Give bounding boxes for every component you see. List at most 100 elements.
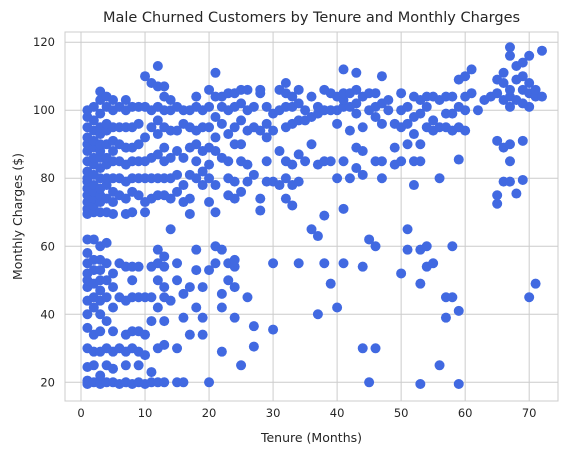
data-point <box>524 292 535 303</box>
data-point <box>133 261 144 272</box>
data-point <box>101 275 112 286</box>
data-point <box>332 173 343 184</box>
data-point <box>229 312 240 323</box>
data-point <box>127 275 138 286</box>
data-point <box>178 152 189 163</box>
x-tick-label: 30 <box>266 406 281 420</box>
data-point <box>376 173 387 184</box>
data-point <box>325 278 336 289</box>
data-point <box>140 207 151 218</box>
data-point <box>447 91 458 102</box>
data-point <box>223 156 234 167</box>
data-point <box>402 101 413 112</box>
data-point <box>268 324 279 335</box>
data-point <box>428 258 439 269</box>
data-point <box>460 105 471 116</box>
data-point <box>165 152 176 163</box>
data-point <box>197 180 208 191</box>
data-point <box>306 139 317 150</box>
data-point <box>191 156 202 167</box>
data-point <box>223 275 234 286</box>
data-point <box>460 71 471 82</box>
data-point <box>152 275 163 286</box>
data-point <box>210 67 221 78</box>
data-point <box>504 176 515 187</box>
data-point <box>191 139 202 150</box>
data-point <box>530 84 541 95</box>
data-point <box>95 285 106 296</box>
data-point <box>210 207 221 218</box>
data-point <box>178 377 189 388</box>
data-point <box>165 295 176 306</box>
data-point <box>344 173 355 184</box>
data-point <box>172 146 183 157</box>
data-point <box>428 115 439 126</box>
data-point <box>120 193 131 204</box>
data-point <box>402 139 413 150</box>
data-point <box>108 302 119 313</box>
data-point <box>159 142 170 153</box>
data-point <box>229 254 240 265</box>
data-point <box>504 101 515 112</box>
data-point <box>210 258 221 269</box>
data-point <box>312 309 323 320</box>
data-point <box>396 156 407 167</box>
data-point <box>300 156 311 167</box>
data-point <box>204 173 215 184</box>
data-point <box>338 258 349 269</box>
data-point <box>415 378 426 389</box>
data-point <box>184 193 195 204</box>
data-point <box>101 316 112 327</box>
data-point <box>108 146 119 157</box>
data-point <box>396 268 407 279</box>
data-point <box>165 95 176 106</box>
data-point <box>216 244 227 255</box>
data-point <box>197 329 208 340</box>
data-point <box>293 176 304 187</box>
data-point <box>504 84 515 95</box>
data-point <box>504 42 515 53</box>
x-tick-label: 40 <box>330 406 345 420</box>
data-point <box>376 156 387 167</box>
data-point <box>357 343 368 354</box>
data-point <box>447 108 458 119</box>
data-point <box>152 302 163 313</box>
data-point <box>108 197 119 208</box>
data-point <box>248 101 259 112</box>
data-points <box>82 42 547 389</box>
data-point <box>191 91 202 102</box>
data-point <box>370 88 381 99</box>
data-point <box>293 84 304 95</box>
data-point <box>191 265 202 276</box>
data-point <box>178 180 189 191</box>
data-point <box>415 278 426 289</box>
data-point <box>338 64 349 75</box>
data-point <box>236 186 247 197</box>
data-point <box>498 78 509 89</box>
data-point <box>344 125 355 136</box>
data-point <box>133 360 144 371</box>
data-point <box>184 329 195 340</box>
data-point <box>517 174 528 185</box>
data-point <box>242 176 253 187</box>
data-point <box>536 45 547 56</box>
data-point <box>152 129 163 140</box>
data-point <box>338 156 349 167</box>
data-point <box>255 125 266 136</box>
data-point <box>229 122 240 133</box>
x-tick-label: 0 <box>77 406 84 420</box>
data-point <box>261 118 272 129</box>
data-point <box>453 378 464 389</box>
data-point <box>498 67 509 78</box>
data-point <box>146 316 157 327</box>
data-point <box>466 64 477 75</box>
data-point <box>396 88 407 99</box>
data-point <box>140 350 151 361</box>
data-point <box>82 322 93 333</box>
data-point <box>120 360 131 371</box>
data-point <box>492 135 503 146</box>
data-point <box>492 88 503 99</box>
data-point <box>293 258 304 269</box>
data-point <box>229 282 240 293</box>
